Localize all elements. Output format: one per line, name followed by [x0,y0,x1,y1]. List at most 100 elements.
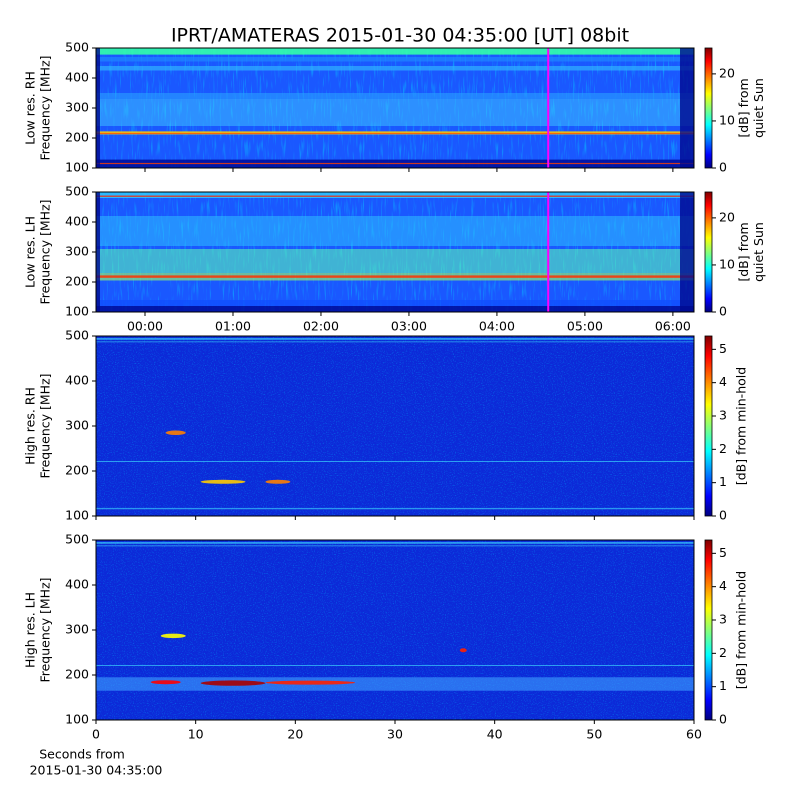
x-tick-label: 40 [487,727,503,742]
heatmap-edge [680,48,694,168]
y-axis-label: Frequency [MHz] [38,199,53,304]
heatmap-band [96,677,694,691]
colorbar-tick-label: 5 [719,545,727,560]
y-tick-label: 400 [65,373,89,388]
colorbar-tick-label: 2 [719,441,727,456]
colorbar-tick-label: 10 [719,112,735,127]
heatmap-texture [96,336,694,516]
y-tick-label: 400 [65,70,89,85]
heatmap-burst [150,680,181,685]
heatmap-band [96,195,694,197]
heatmap-band [96,99,694,126]
y-tick-label: 400 [65,577,89,592]
x-tick-label: 50 [586,727,602,742]
y-tick-label: 500 [65,532,89,547]
y-axis-label: Frequency [MHz] [38,577,53,682]
heatmap-burst [160,633,186,639]
x-tick-label: 03:00 [391,319,427,334]
heatmap-band [96,48,694,55]
colorbar-tick-label: 3 [719,408,727,423]
colorbar-tick-label: 20 [719,65,735,80]
colorbar-tick-label: 20 [719,209,735,224]
colorbar-tick-label: 4 [719,578,727,593]
colorbar-tick-label: 0 [719,712,727,727]
heatmap-band [96,507,694,510]
colorbar-label: quiet Sun [751,222,766,282]
x-tick-label: 00:00 [127,319,163,334]
x-axis-label: 2015-01-30 04:35:00 [30,763,163,778]
x-axis-label: Seconds from [39,747,125,762]
colorbar [704,47,713,169]
heatmap-band [96,341,694,343]
heatmap-edge [96,48,100,168]
x-tick-label: 02:00 [303,319,339,334]
x-tick-label: 01:00 [215,319,251,334]
heatmap-band [96,132,694,134]
y-tick-label: 100 [65,160,89,175]
heatmap-band [96,162,694,165]
heatmap-band [96,275,694,278]
y-tick-label: 500 [65,328,89,343]
y-tick-label: 300 [65,622,89,637]
x-tick-label: 05:00 [567,319,603,334]
heatmap-band [96,216,694,246]
y-tick-label: 500 [65,184,89,199]
colorbar-tick-label: 0 [719,160,727,175]
colorbar-tick-label: 2 [719,645,727,660]
y-tick-label: 400 [65,214,89,229]
heatmap-edge [96,192,100,312]
y-tick-label: 300 [65,244,89,259]
heatmap-band [96,57,694,62]
heatmap-band [96,545,694,547]
heatmap-burst [200,680,266,686]
y-axis-label: Frequency [MHz] [38,373,53,478]
heatmap-burst [165,430,186,435]
colorbar-tick-label: 10 [719,256,735,271]
heatmap-edge [680,192,694,312]
colorbar-tick-label: 4 [719,374,727,389]
colorbar-label: quiet Sun [751,78,766,138]
colorbar-tick-label: 3 [719,612,727,627]
colorbar [704,191,713,313]
heatmap-burst [459,648,467,653]
x-tick-label: 60 [686,727,702,742]
colorbar-label: [dB] from [736,222,751,281]
colorbar-tick-label: 0 [719,508,727,523]
y-axis-label: Low res. LH [23,216,38,288]
y-axis-label: High res. RH [23,387,38,465]
x-tick-label: 04:00 [479,319,515,334]
heatmap-band [96,338,694,340]
y-tick-label: 200 [65,667,89,682]
colorbar-tick-label: 1 [719,474,727,489]
x-tick-label: 30 [387,727,403,742]
colorbar-label: [dB] from [736,78,751,137]
y-tick-label: 100 [65,508,89,523]
heatmap-burst [265,680,356,685]
y-tick-label: 200 [65,274,89,289]
heatmap-band [96,249,694,273]
heatmap-band [96,192,694,198]
heatmap-band [96,300,694,306]
y-tick-label: 100 [65,712,89,727]
y-tick-label: 100 [65,304,89,319]
colorbar-tick-label: 1 [719,678,727,693]
colorbar [704,539,713,721]
y-tick-label: 200 [65,130,89,145]
y-tick-label: 300 [65,100,89,115]
y-axis-label: Frequency [MHz] [38,55,53,160]
y-tick-label: 300 [65,418,89,433]
colorbar [704,335,713,517]
heatmap-burst [200,479,246,484]
heatmap-band [96,665,694,666]
x-tick-label: 06:00 [655,319,691,334]
figure-title: IPRT/AMATERAS 2015-01-30 04:35:00 [UT] 0… [171,25,629,47]
x-tick-label: 10 [188,727,204,742]
y-axis-label: High res. LH [23,592,38,668]
heatmap-texture [96,540,694,720]
heatmap-band [96,66,694,71]
colorbar-tick-label: 0 [719,304,727,319]
heatmap-burst [265,479,291,484]
x-tick-label: 0 [92,727,100,742]
colorbar-label: [dB] from min-hold [734,367,749,485]
